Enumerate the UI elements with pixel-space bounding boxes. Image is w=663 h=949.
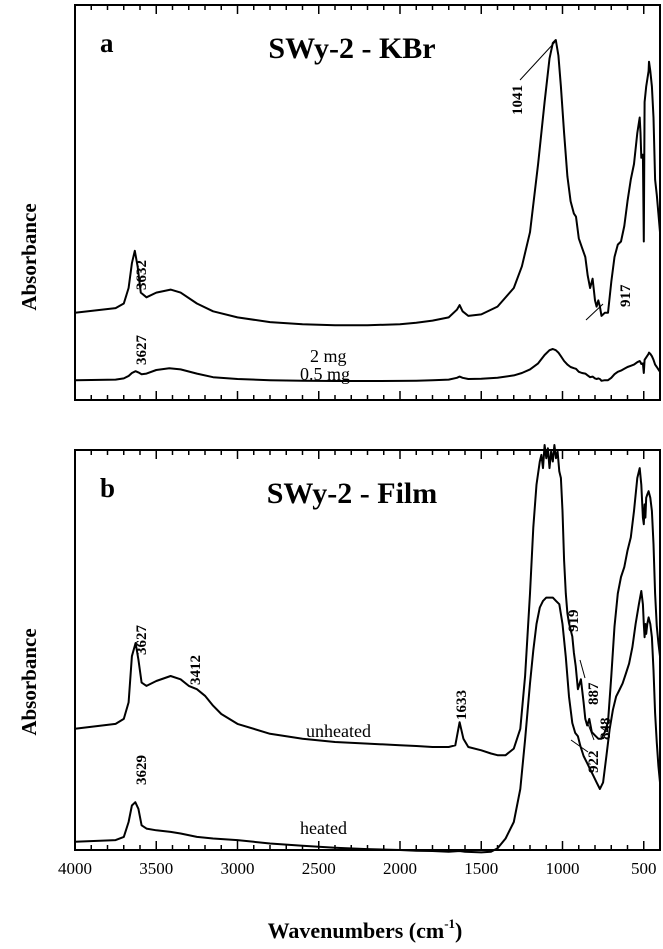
annotation-917-a: 917 <box>618 284 634 307</box>
panel-b: b SWy-2 - Film Absorbance 4000 3500 3000 25… <box>17 444 661 943</box>
series-line-2-mg <box>74 39 661 327</box>
series-line-heated <box>74 590 661 854</box>
x-axis-label-main: Wavenumbers (cm <box>268 918 445 943</box>
x-axis-label-close: ) <box>455 918 462 943</box>
annotation-3627-b: 3627 <box>134 625 150 656</box>
annotation-3632: 3632 <box>134 260 150 290</box>
curve-label-heated: heated <box>300 818 347 838</box>
panel-a-series-group <box>74 39 661 382</box>
annotation-3627-a: 3627 <box>134 335 150 366</box>
panel-b-label: b <box>100 473 115 503</box>
annotation-919: 919 <box>566 610 582 633</box>
annotation-887: 887 <box>586 682 602 705</box>
annotation-887-leader <box>579 659 586 679</box>
curve-label-2mg: 2 mg <box>310 346 347 366</box>
annotation-3412: 3412 <box>188 655 204 685</box>
x-tick-label-2500: 2500 <box>302 859 336 878</box>
annotation-848: 848 <box>598 718 614 741</box>
annotation-3629: 3629 <box>134 755 150 785</box>
annotation-917-leader <box>585 303 604 321</box>
annotation-1041: 1041 <box>510 85 526 115</box>
panel-a: a SWy-2 - KBr Absorbance 3632 3627 1041 … <box>17 4 661 401</box>
annotation-922: 922 <box>586 751 602 774</box>
x-tick-label-3500: 3500 <box>139 859 173 878</box>
panel-b-series-group <box>74 444 661 854</box>
x-tick-label-1000: 1000 <box>546 859 580 878</box>
panel-a-y-axis-label: Absorbance <box>17 203 41 310</box>
x-tick-label-3000: 3000 <box>221 859 255 878</box>
annotation-848-leader <box>587 723 595 741</box>
x-tick-label-1500: 1500 <box>464 859 498 878</box>
x-tick-label-2000: 2000 <box>383 859 417 878</box>
x-axis-label: Wavenumbers (cm-1) <box>268 916 463 943</box>
panel-b-y-axis-label: Absorbance <box>17 628 41 735</box>
curve-label-05mg: 0.5 mg <box>300 364 350 384</box>
series-line-0-5-mg <box>74 348 661 382</box>
x-tick-label-500: 500 <box>631 859 657 878</box>
curve-label-unheated: unheated <box>306 721 371 741</box>
panel-a-title: SWy-2 - KBr <box>268 32 435 65</box>
x-tick-label-4000: 4000 <box>58 859 92 878</box>
panel-b-frame <box>74 449 661 851</box>
annotation-922-leader <box>570 739 589 753</box>
series-line-unheated <box>74 444 661 757</box>
panel-a-ticks <box>74 5 661 400</box>
annotation-1633: 1633 <box>454 690 470 720</box>
x-axis-label-exponent: -1 <box>444 916 455 931</box>
annotation-1041-leader <box>519 41 556 81</box>
panel-a-label: a <box>100 28 114 58</box>
panel-b-ticks: 4000 3500 3000 2500 2000 1500 1000 500 <box>58 450 661 878</box>
panel-b-title: SWy-2 - Film <box>267 477 438 510</box>
